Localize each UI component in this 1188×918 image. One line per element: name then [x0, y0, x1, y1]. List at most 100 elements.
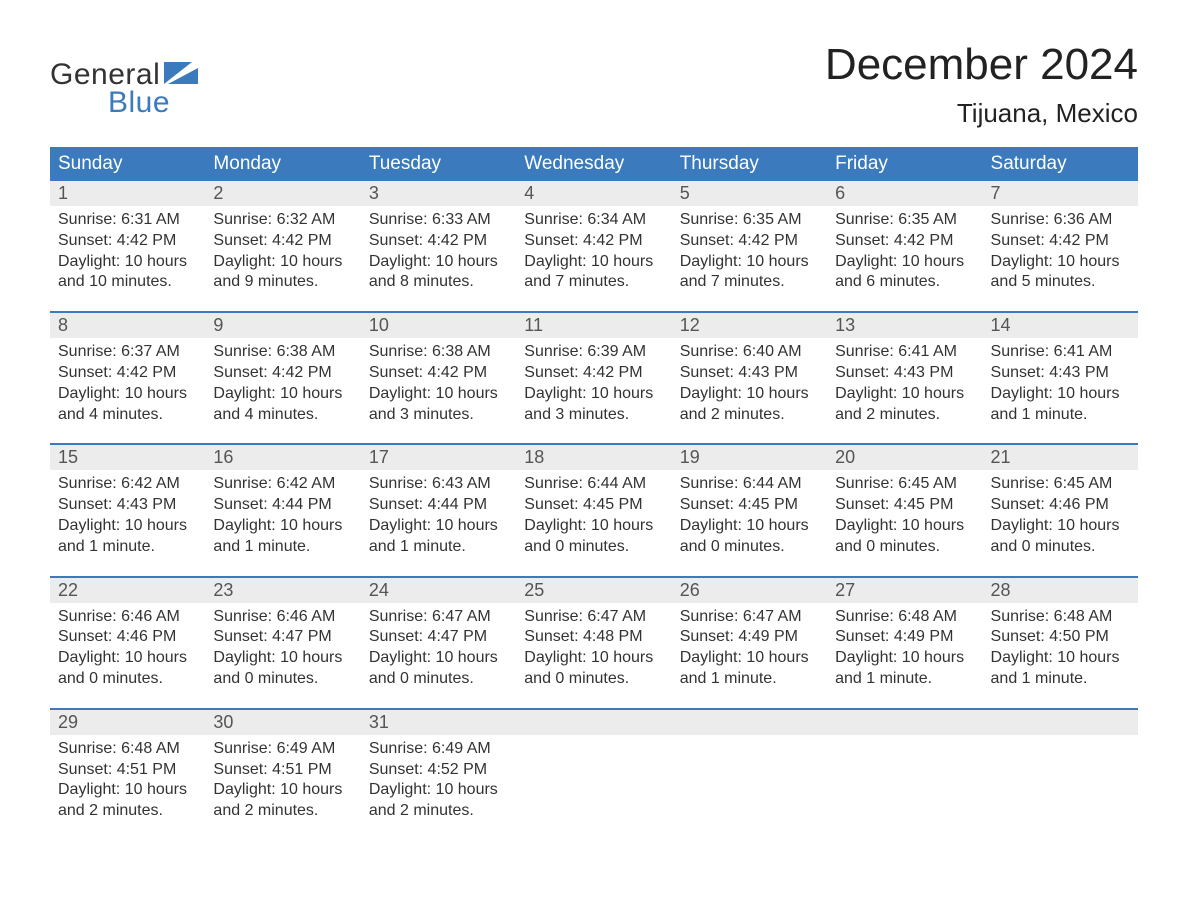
day-number: 30 — [205, 710, 360, 735]
daylight-line: Daylight: 10 hours and 4 minutes. — [213, 384, 352, 426]
calendar-cell: 22Sunrise: 6:46 AMSunset: 4:46 PMDayligh… — [50, 577, 205, 709]
sunset-line: Sunset: 4:47 PM — [213, 627, 352, 648]
calendar-row: 22Sunrise: 6:46 AMSunset: 4:46 PMDayligh… — [50, 577, 1138, 709]
daylight-line: Daylight: 10 hours and 1 minute. — [835, 648, 974, 690]
daylight-line: Daylight: 10 hours and 7 minutes. — [524, 252, 663, 294]
day-body: Sunrise: 6:35 AMSunset: 4:42 PMDaylight:… — [827, 206, 982, 293]
sunset-line: Sunset: 4:42 PM — [58, 231, 197, 252]
sunrise-line: Sunrise: 6:45 AM — [991, 474, 1130, 495]
day-body: Sunrise: 6:44 AMSunset: 4:45 PMDaylight:… — [516, 470, 671, 557]
day-number: 31 — [361, 710, 516, 735]
calendar-cell: 29Sunrise: 6:48 AMSunset: 4:51 PMDayligh… — [50, 709, 205, 840]
calendar-cell: 31Sunrise: 6:49 AMSunset: 4:52 PMDayligh… — [361, 709, 516, 840]
day-body: Sunrise: 6:31 AMSunset: 4:42 PMDaylight:… — [50, 206, 205, 293]
calendar-cell: 6Sunrise: 6:35 AMSunset: 4:42 PMDaylight… — [827, 181, 982, 312]
sunset-line: Sunset: 4:42 PM — [524, 231, 663, 252]
calendar-cell: 3Sunrise: 6:33 AMSunset: 4:42 PMDaylight… — [361, 181, 516, 312]
day-number: 17 — [361, 445, 516, 470]
day-number: 6 — [827, 181, 982, 206]
day-body: Sunrise: 6:35 AMSunset: 4:42 PMDaylight:… — [672, 206, 827, 293]
sunrise-line: Sunrise: 6:49 AM — [369, 739, 508, 760]
calendar-cell: 5Sunrise: 6:35 AMSunset: 4:42 PMDaylight… — [672, 181, 827, 312]
day-number — [672, 710, 827, 735]
sunrise-line: Sunrise: 6:38 AM — [369, 342, 508, 363]
sunset-line: Sunset: 4:46 PM — [58, 627, 197, 648]
sunset-line: Sunset: 4:45 PM — [680, 495, 819, 516]
sunset-line: Sunset: 4:48 PM — [524, 627, 663, 648]
sunset-line: Sunset: 4:45 PM — [835, 495, 974, 516]
daylight-line: Daylight: 10 hours and 1 minute. — [213, 516, 352, 558]
calendar-row: 29Sunrise: 6:48 AMSunset: 4:51 PMDayligh… — [50, 709, 1138, 840]
day-number: 28 — [983, 578, 1138, 603]
day-number: 1 — [50, 181, 205, 206]
calendar-cell: 27Sunrise: 6:48 AMSunset: 4:49 PMDayligh… — [827, 577, 982, 709]
calendar-cell: 25Sunrise: 6:47 AMSunset: 4:48 PMDayligh… — [516, 577, 671, 709]
weekday-header: Friday — [827, 147, 982, 181]
calendar-cell — [983, 709, 1138, 840]
weekday-header-row: Sunday Monday Tuesday Wednesday Thursday… — [50, 147, 1138, 181]
day-body: Sunrise: 6:47 AMSunset: 4:49 PMDaylight:… — [672, 603, 827, 690]
sunset-line: Sunset: 4:51 PM — [58, 760, 197, 781]
calendar-cell: 4Sunrise: 6:34 AMSunset: 4:42 PMDaylight… — [516, 181, 671, 312]
day-number: 7 — [983, 181, 1138, 206]
sunrise-line: Sunrise: 6:47 AM — [369, 607, 508, 628]
day-number — [983, 710, 1138, 735]
sunset-line: Sunset: 4:42 PM — [213, 231, 352, 252]
day-body: Sunrise: 6:48 AMSunset: 4:49 PMDaylight:… — [827, 603, 982, 690]
daylight-line: Daylight: 10 hours and 3 minutes. — [369, 384, 508, 426]
day-body: Sunrise: 6:37 AMSunset: 4:42 PMDaylight:… — [50, 338, 205, 425]
sunrise-line: Sunrise: 6:35 AM — [835, 210, 974, 231]
daylight-line: Daylight: 10 hours and 7 minutes. — [680, 252, 819, 294]
day-number: 24 — [361, 578, 516, 603]
calendar-table: Sunday Monday Tuesday Wednesday Thursday… — [50, 147, 1138, 840]
sunrise-line: Sunrise: 6:46 AM — [213, 607, 352, 628]
sunset-line: Sunset: 4:42 PM — [369, 231, 508, 252]
day-number: 27 — [827, 578, 982, 603]
sunrise-line: Sunrise: 6:46 AM — [58, 607, 197, 628]
day-body: Sunrise: 6:38 AMSunset: 4:42 PMDaylight:… — [361, 338, 516, 425]
daylight-line: Daylight: 10 hours and 2 minutes. — [213, 780, 352, 822]
daylight-line: Daylight: 10 hours and 0 minutes. — [991, 516, 1130, 558]
calendar-cell: 16Sunrise: 6:42 AMSunset: 4:44 PMDayligh… — [205, 444, 360, 576]
day-number: 20 — [827, 445, 982, 470]
sunrise-line: Sunrise: 6:31 AM — [58, 210, 197, 231]
daylight-line: Daylight: 10 hours and 5 minutes. — [991, 252, 1130, 294]
day-number — [827, 710, 982, 735]
sunrise-line: Sunrise: 6:41 AM — [835, 342, 974, 363]
sunrise-line: Sunrise: 6:41 AM — [991, 342, 1130, 363]
daylight-line: Daylight: 10 hours and 4 minutes. — [58, 384, 197, 426]
daylight-line: Daylight: 10 hours and 0 minutes. — [213, 648, 352, 690]
day-body: Sunrise: 6:46 AMSunset: 4:47 PMDaylight:… — [205, 603, 360, 690]
day-number: 25 — [516, 578, 671, 603]
day-body: Sunrise: 6:34 AMSunset: 4:42 PMDaylight:… — [516, 206, 671, 293]
calendar-cell — [672, 709, 827, 840]
daylight-line: Daylight: 10 hours and 0 minutes. — [524, 516, 663, 558]
daylight-line: Daylight: 10 hours and 1 minute. — [58, 516, 197, 558]
sunset-line: Sunset: 4:44 PM — [213, 495, 352, 516]
day-body: Sunrise: 6:47 AMSunset: 4:47 PMDaylight:… — [361, 603, 516, 690]
day-body: Sunrise: 6:48 AMSunset: 4:51 PMDaylight:… — [50, 735, 205, 822]
calendar-cell: 18Sunrise: 6:44 AMSunset: 4:45 PMDayligh… — [516, 444, 671, 576]
daylight-line: Daylight: 10 hours and 2 minutes. — [680, 384, 819, 426]
weekday-header: Saturday — [983, 147, 1138, 181]
page-title: December 2024 — [825, 40, 1138, 90]
sunset-line: Sunset: 4:42 PM — [369, 363, 508, 384]
sunrise-line: Sunrise: 6:38 AM — [213, 342, 352, 363]
calendar-cell: 2Sunrise: 6:32 AMSunset: 4:42 PMDaylight… — [205, 181, 360, 312]
day-number: 16 — [205, 445, 360, 470]
day-number: 26 — [672, 578, 827, 603]
title-block: December 2024 Tijuana, Mexico — [825, 40, 1138, 129]
sunrise-line: Sunrise: 6:47 AM — [680, 607, 819, 628]
calendar-row: 8Sunrise: 6:37 AMSunset: 4:42 PMDaylight… — [50, 312, 1138, 444]
sunrise-line: Sunrise: 6:47 AM — [524, 607, 663, 628]
daylight-line: Daylight: 10 hours and 9 minutes. — [213, 252, 352, 294]
sunrise-line: Sunrise: 6:37 AM — [58, 342, 197, 363]
sunset-line: Sunset: 4:42 PM — [680, 231, 819, 252]
calendar-cell: 14Sunrise: 6:41 AMSunset: 4:43 PMDayligh… — [983, 312, 1138, 444]
calendar-cell — [516, 709, 671, 840]
sunset-line: Sunset: 4:45 PM — [524, 495, 663, 516]
calendar-cell: 28Sunrise: 6:48 AMSunset: 4:50 PMDayligh… — [983, 577, 1138, 709]
day-body: Sunrise: 6:41 AMSunset: 4:43 PMDaylight:… — [983, 338, 1138, 425]
sunrise-line: Sunrise: 6:44 AM — [524, 474, 663, 495]
weekday-header: Monday — [205, 147, 360, 181]
